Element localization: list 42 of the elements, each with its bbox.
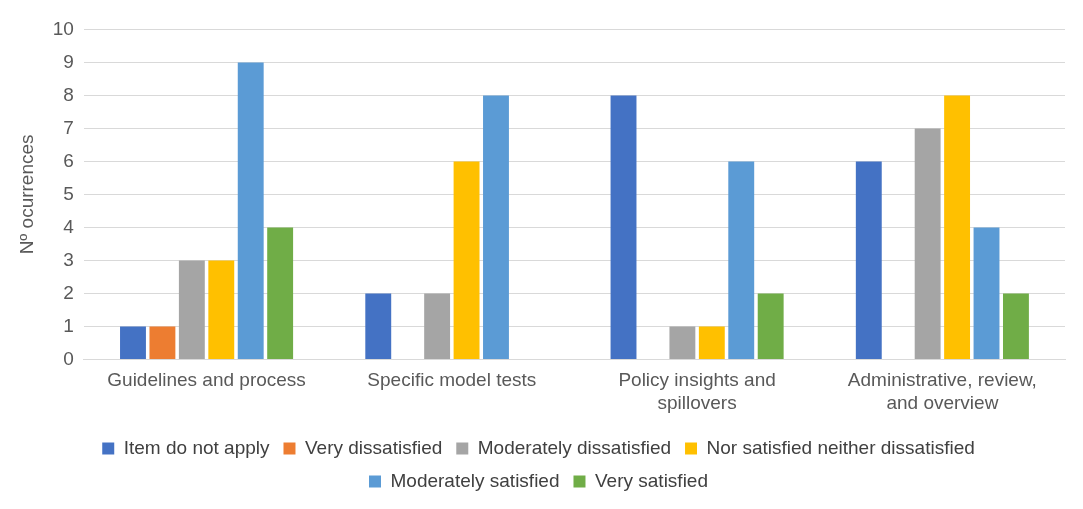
- y-axis-title: Nº ocurrences: [15, 134, 37, 255]
- legend-label: Item do not apply: [123, 436, 270, 458]
- bar: [208, 260, 235, 359]
- y-tick-label: 6: [63, 149, 74, 171]
- y-tick-label: 9: [63, 50, 74, 72]
- legend-label: Moderately dissatisfied: [477, 436, 672, 458]
- bar: [237, 62, 264, 359]
- y-tick-label: 7: [63, 116, 74, 138]
- y-tick-label: 4: [63, 215, 75, 237]
- x-tick-label: Specific model tests: [367, 369, 537, 391]
- legend-label: Moderately satisfied: [390, 469, 560, 491]
- y-tick-label: 10: [52, 17, 74, 39]
- y-tick-label: 8: [63, 83, 74, 105]
- bar: [944, 95, 971, 359]
- bar: [120, 326, 146, 359]
- bar: [149, 326, 176, 359]
- x-tick-label: Administrative, review, and overview: [847, 369, 1037, 413]
- legend-label: Nor satisfied neither dissatisfied: [706, 436, 975, 458]
- bar: [610, 95, 637, 359]
- x-tick-label: Policy insights and spillovers: [618, 369, 776, 413]
- bar: [757, 293, 784, 359]
- bar: [973, 227, 1000, 359]
- y-tick-label: 3: [63, 248, 74, 270]
- x-tick-label: Guidelines and process: [107, 369, 306, 391]
- y-tick-label: 2: [63, 281, 74, 303]
- bar: [424, 293, 451, 359]
- bar: [698, 326, 725, 359]
- y-tick-label: 1: [63, 314, 74, 336]
- legend-label: Very satisfied: [594, 469, 708, 491]
- bar: [365, 293, 392, 359]
- bar: [483, 95, 509, 359]
- bar: [914, 128, 941, 359]
- legend-label: Very dissatisfied: [304, 436, 443, 458]
- bar: [728, 161, 755, 359]
- y-tick-label: 5: [63, 182, 74, 204]
- bar: [669, 326, 696, 359]
- bar: [855, 161, 882, 359]
- bar: [178, 260, 205, 359]
- bar: [453, 161, 480, 359]
- y-tick-label: 0: [63, 347, 74, 369]
- bar: [267, 227, 294, 359]
- bar: [1003, 293, 1029, 359]
